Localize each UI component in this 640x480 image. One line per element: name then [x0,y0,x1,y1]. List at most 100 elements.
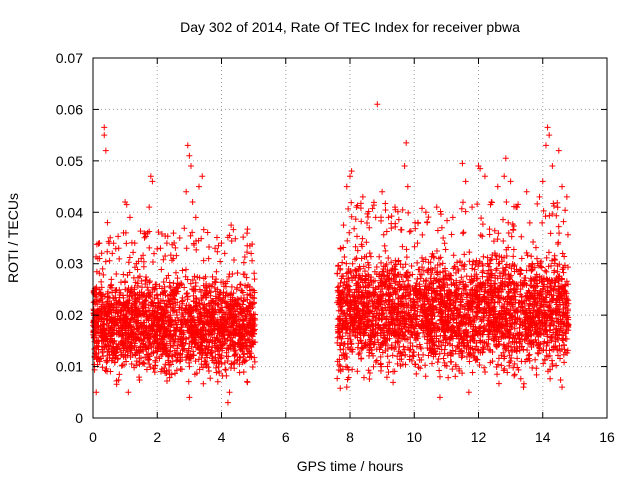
data-point [247,350,254,357]
data-point [511,372,518,379]
data-point [216,369,223,376]
data-point [554,345,561,352]
data-point [198,289,205,296]
data-point [227,337,234,344]
data-point [157,346,164,353]
data-point [356,349,363,356]
data-point [212,297,219,304]
data-point [244,305,251,312]
data-point [146,244,153,251]
data-point [154,245,161,252]
data-point [178,310,185,317]
data-point [528,283,535,290]
data-point [122,324,129,331]
data-point [534,200,541,207]
data-point [415,266,422,273]
data-point [218,352,225,359]
data-point [534,255,541,262]
data-point [200,335,207,342]
data-point [407,227,414,234]
data-point [406,228,413,235]
data-point [164,233,171,240]
data-point [136,376,143,383]
data-point [463,294,470,301]
data-point [486,226,493,233]
data-point [221,311,228,318]
data-point [137,344,144,351]
data-point [218,279,225,286]
data-point [138,284,145,291]
data-point [205,364,212,371]
data-point [193,306,200,313]
data-point [183,245,190,252]
data-point [514,316,521,323]
data-point [150,365,157,372]
data-point [354,233,361,240]
data-point [105,342,112,349]
data-point [528,253,535,260]
data-point [409,352,416,359]
data-point [354,247,361,254]
data-point [131,298,138,305]
data-point [234,306,241,313]
data-point [251,358,258,365]
data-point [180,339,187,346]
data-point [190,348,197,355]
data-point [543,318,550,325]
data-point [174,275,181,282]
data-point [225,353,232,360]
data-point [532,283,539,290]
data-point [98,250,105,257]
data-point [354,368,361,375]
data-point [360,374,367,381]
data-point [181,316,188,323]
data-point [166,361,173,368]
data-point [240,368,247,375]
data-point [148,298,155,305]
data-point [234,270,241,277]
data-point [239,347,246,354]
data-point [106,317,113,324]
data-point [384,363,391,370]
data-point [219,342,226,349]
data-point [560,351,567,358]
data-point [207,350,214,357]
data-point [414,276,421,283]
data-point [510,226,517,233]
data-point [129,352,136,359]
data-point [533,371,540,378]
data-point [532,356,539,363]
data-point [334,375,341,382]
data-point [352,216,359,223]
data-point [228,290,235,297]
data-point [135,274,142,281]
data-point [142,343,149,350]
data-point [177,328,184,335]
data-point [234,322,241,329]
data-point [506,352,513,359]
data-point [190,292,197,299]
data-point [384,284,391,291]
data-point [183,307,190,314]
data-point [145,315,152,322]
data-point [423,295,430,302]
data-point [555,223,562,230]
data-point [91,332,98,339]
data-point [228,237,235,244]
data-point [106,351,113,358]
data-point [137,331,144,338]
data-point [152,331,159,338]
data-point [118,338,125,345]
data-point [151,337,158,344]
data-point [123,240,130,247]
data-point [173,252,180,259]
data-point [535,350,542,357]
data-point [156,341,163,348]
data-point [222,292,229,299]
data-point [250,294,257,301]
data-point [139,302,146,309]
data-point [240,318,247,325]
data-point [226,309,233,316]
data-point [240,324,247,331]
data-point [106,257,113,264]
